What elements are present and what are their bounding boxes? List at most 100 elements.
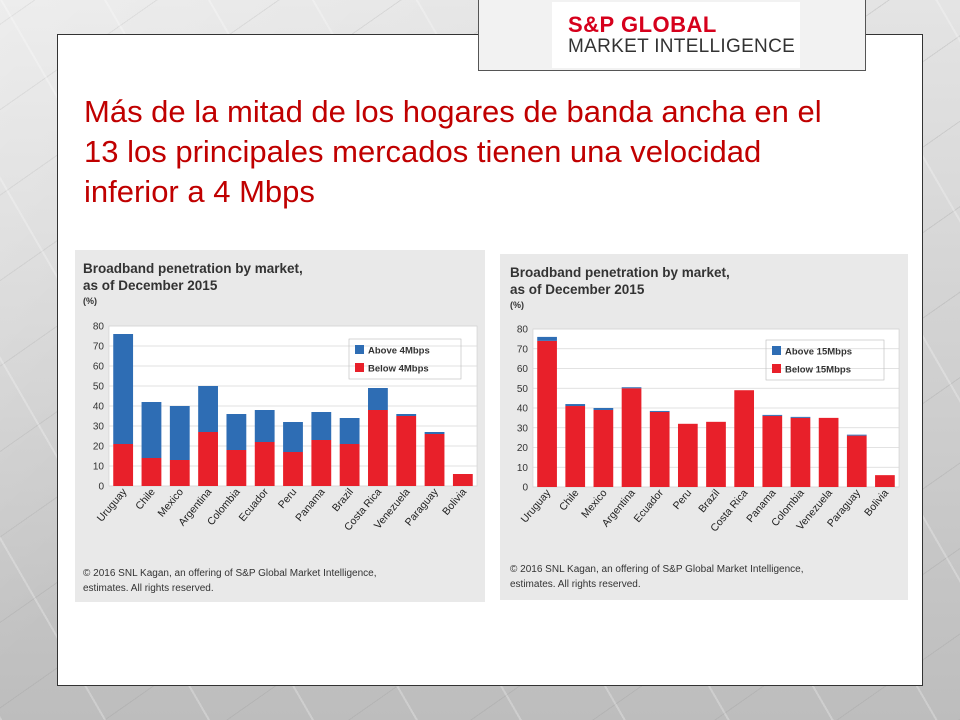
bar-segment xyxy=(368,410,388,486)
bar-segment xyxy=(452,474,473,486)
bar-segment xyxy=(198,432,218,486)
x-tick-label: Bolivia xyxy=(440,486,469,518)
footnote: estimates. All rights reserved. xyxy=(83,583,214,594)
bar-segment xyxy=(339,418,360,444)
legend-swatch xyxy=(772,346,781,355)
bar-segment xyxy=(846,434,867,436)
legend-swatch xyxy=(355,363,364,372)
y-tick-label: 20 xyxy=(517,443,529,454)
chart-right: Broadband penetration by market, as of De… xyxy=(500,254,908,600)
y-tick-label: 80 xyxy=(517,325,529,336)
footnote: © 2016 SNL Kagan, an offering of S&P Glo… xyxy=(510,564,803,575)
bar-segment xyxy=(396,416,417,486)
bar-segment xyxy=(790,416,811,418)
bar-segment xyxy=(396,414,417,416)
bar-segment xyxy=(311,412,332,440)
bar-segment xyxy=(818,417,839,487)
bar-segment xyxy=(706,421,726,487)
bar-segment xyxy=(734,390,755,487)
x-tick-label: Peru xyxy=(276,486,300,511)
legend-box xyxy=(348,338,462,380)
bar-segment xyxy=(254,410,275,442)
bar-segment xyxy=(339,444,360,486)
bar-segment xyxy=(790,417,811,487)
y-tick-label: 20 xyxy=(93,442,105,453)
bar-segment xyxy=(621,387,642,389)
legend-swatch xyxy=(355,345,364,354)
chart-right-svg: Broadband penetration by market, as of De… xyxy=(510,265,900,590)
chart-left: Broadband penetration by market, as of De… xyxy=(75,250,485,602)
x-tick-label: Panama xyxy=(293,486,327,524)
bar-segment xyxy=(565,406,586,487)
bar-segment xyxy=(593,409,614,487)
x-tick-label: Peru xyxy=(671,487,695,512)
bar-segment xyxy=(537,340,557,487)
x-tick-label: Ecuador xyxy=(237,486,272,524)
y-tick-label: 30 xyxy=(93,422,105,433)
y-tick-label: 50 xyxy=(517,384,529,395)
x-tick-label: Ecuador xyxy=(632,487,667,525)
y-axis-label: (%) xyxy=(510,300,524,310)
bar-segment xyxy=(141,458,162,486)
legend-label: Below 15Mbps xyxy=(785,365,851,376)
y-tick-label: 60 xyxy=(93,362,105,373)
chart-title: Broadband penetration by market, xyxy=(510,265,730,280)
x-tick-label: Brazil xyxy=(330,486,356,514)
bar-segment xyxy=(254,442,275,486)
bar-segment xyxy=(113,334,134,444)
x-tick-label: Chile xyxy=(557,487,582,513)
bar-segment xyxy=(762,414,783,416)
footnote: © 2016 SNL Kagan, an offering of S&P Glo… xyxy=(83,568,376,579)
bar-segment xyxy=(649,410,670,412)
bar-segment xyxy=(226,450,247,486)
bar-segment xyxy=(762,415,783,487)
logo-line2: MARKET INTELLIGENCE xyxy=(568,36,796,57)
bar-segment xyxy=(621,388,642,487)
bar-segment xyxy=(141,402,162,458)
logo xyxy=(552,2,800,68)
legend-swatch xyxy=(772,364,781,373)
y-tick-label: 70 xyxy=(93,342,105,353)
y-tick-label: 70 xyxy=(517,344,529,355)
chart-subtitle: as of December 2015 xyxy=(510,282,645,297)
y-tick-label: 30 xyxy=(517,423,529,434)
y-tick-label: 40 xyxy=(93,402,105,413)
bar-segment xyxy=(368,388,388,410)
x-tick-label: Chile xyxy=(133,486,158,512)
x-tick-label: Bolivia xyxy=(862,487,891,519)
y-axis-label: (%) xyxy=(83,296,97,306)
chart-left-svg: Broadband penetration by market, as of De… xyxy=(83,261,478,594)
y-tick-label: 60 xyxy=(517,364,529,375)
bar-segment xyxy=(593,408,614,410)
x-tick-label: Brazil xyxy=(696,487,722,515)
bar-segment xyxy=(537,336,557,341)
bar-segment xyxy=(424,432,445,434)
y-tick-label: 0 xyxy=(522,483,528,494)
legend-label: Above 15Mbps xyxy=(785,347,852,358)
bar-segment xyxy=(311,440,332,486)
bar-segment xyxy=(283,452,303,486)
chart-title: Broadband penetration by market, xyxy=(83,261,303,276)
slide-title: Más de la mitad de los hogares de banda … xyxy=(84,94,822,209)
legend-box xyxy=(765,339,885,381)
bar-segment xyxy=(565,404,586,407)
bar-segment xyxy=(875,475,895,487)
bar-segment xyxy=(226,414,247,450)
chart-subtitle: as of December 2015 xyxy=(83,278,218,293)
footnote: estimates. All rights reserved. xyxy=(510,579,641,590)
bar-segment xyxy=(113,444,134,486)
bar-segment xyxy=(846,435,867,487)
y-tick-label: 80 xyxy=(93,322,105,333)
bar-segment xyxy=(677,423,698,487)
bar-segment xyxy=(169,460,190,486)
y-tick-label: 50 xyxy=(93,382,105,393)
bar-segment xyxy=(283,422,303,452)
y-tick-label: 0 xyxy=(98,482,104,493)
legend-label: Below 4Mbps xyxy=(368,364,429,375)
y-tick-label: 10 xyxy=(93,462,105,473)
y-tick-label: 10 xyxy=(517,463,529,474)
legend-label: Above 4Mbps xyxy=(368,346,430,357)
bar-segment xyxy=(198,386,218,432)
bar-segment xyxy=(649,411,670,487)
logo-line1: S&P GLOBAL xyxy=(568,12,717,37)
